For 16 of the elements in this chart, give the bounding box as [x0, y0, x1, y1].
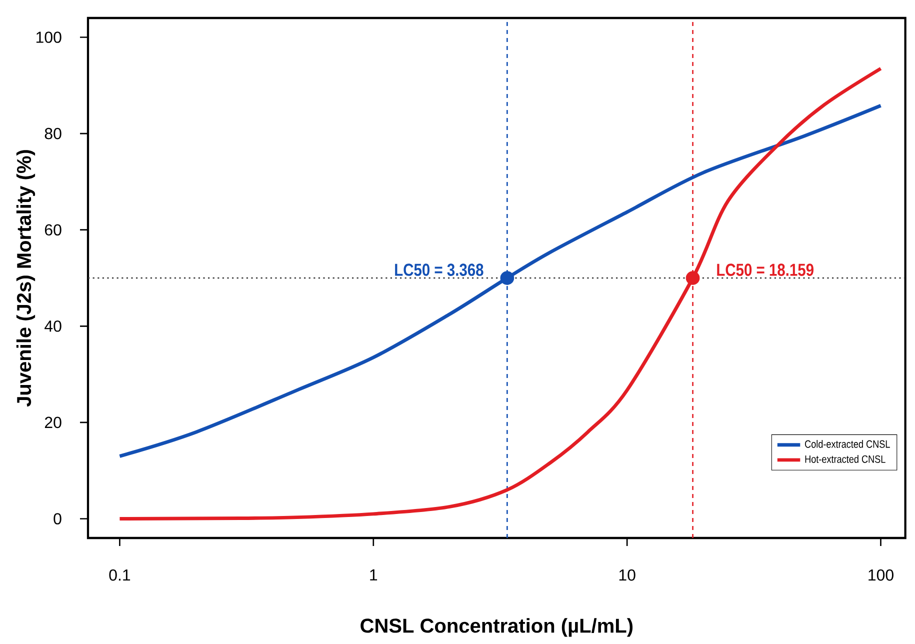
legend-label: Hot-extracted CNSL — [805, 455, 886, 463]
annotation: LC50 = 3.368 — [395, 264, 484, 276]
x-tick-label: 100 — [868, 569, 894, 581]
x-tick-label: 10 — [619, 569, 636, 581]
annotation: LC50 = 18.159 — [717, 264, 814, 276]
x-tick-label: 1 — [370, 569, 378, 580]
y-tick-label: 80 — [44, 128, 62, 140]
y-axis-title: Juvenile (J2s) Mortality (%) — [16, 150, 36, 407]
y-tick-label: 60 — [44, 224, 62, 236]
y-tick-label: 0 — [54, 513, 62, 524]
y-tick-label: 20 — [44, 416, 62, 428]
legend-label: Cold-extracted CNSL — [805, 440, 890, 448]
x-tick-label: 0.1 — [109, 569, 130, 581]
y-tick-label: 40 — [44, 320, 62, 332]
y-tick-label: 100 — [36, 32, 62, 43]
x-axis-title: CNSL Concentration (µL/mL) — [360, 618, 633, 637]
